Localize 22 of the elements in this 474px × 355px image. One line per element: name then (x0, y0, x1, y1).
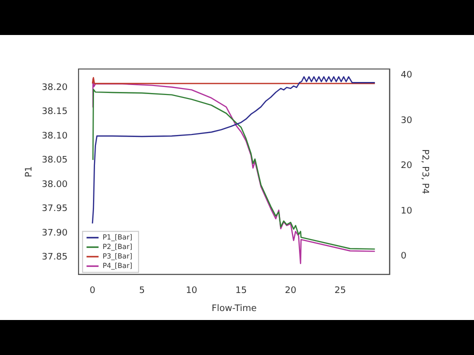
x-tick-label: 15 (235, 286, 247, 296)
y2-tick-label: 40 (400, 70, 412, 81)
x-tick-label: 0 (90, 286, 96, 296)
y-tick-label: 38.00 (42, 180, 68, 190)
y2-tick-label: 10 (400, 206, 412, 216)
y-tick-label: 38.15 (42, 107, 68, 118)
x-axis-title: Flow-Time (212, 304, 258, 314)
y-tick-label: 37.90 (42, 228, 68, 238)
y-tick-label: 38.10 (42, 131, 68, 142)
x-tick-label: 10 (186, 286, 198, 296)
y2-tick-label: 0 (400, 252, 407, 262)
y-tick-label: 38.20 (42, 82, 68, 93)
y-tick-label: 37.95 (42, 204, 68, 214)
x-tick-label: 5 (139, 286, 145, 296)
y2-tick-label: 30 (400, 116, 412, 126)
y-tick-label: 37.85 (42, 252, 68, 263)
y2-tick-label: 20 (400, 161, 412, 172)
x-tick-label: 20 (284, 286, 297, 296)
y-axis-title: P1 (24, 166, 35, 178)
y-tick-label: 38.05 (42, 156, 68, 166)
x-tick-label: 25 (334, 286, 346, 296)
y2-axis-title: P2, P3, P4 (419, 149, 430, 194)
